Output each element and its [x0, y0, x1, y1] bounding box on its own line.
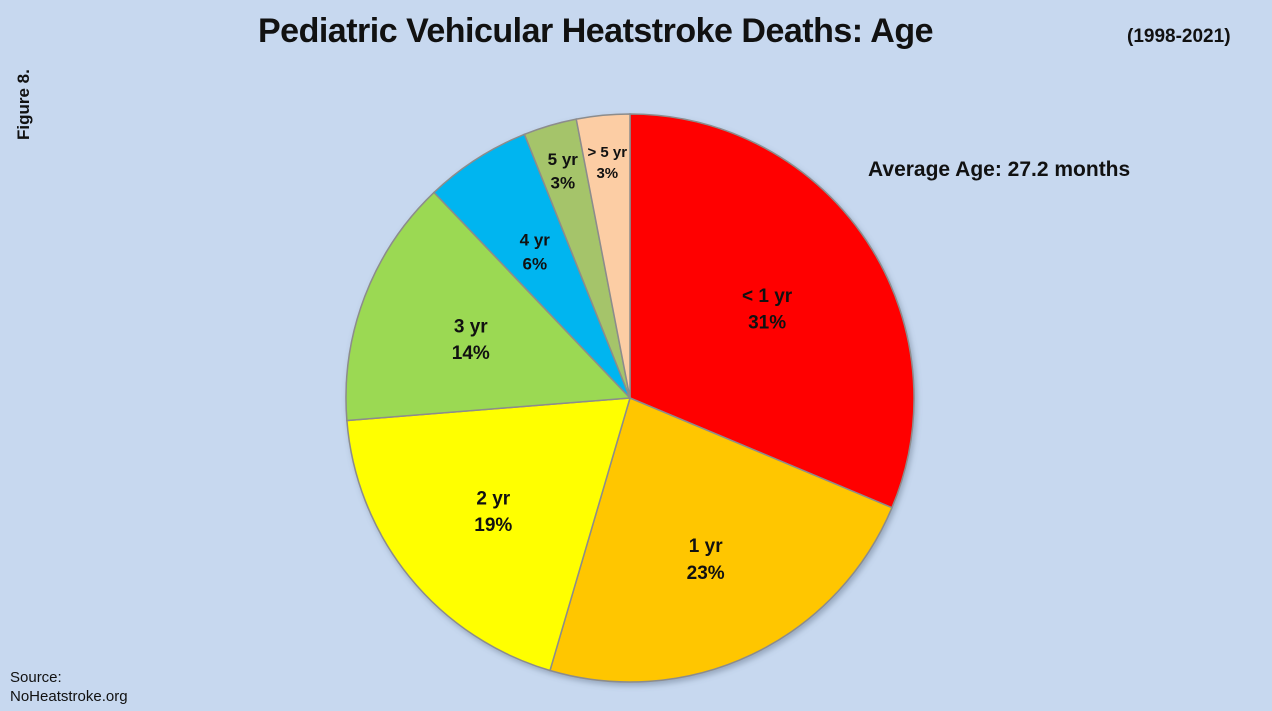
pie-slices [345, 113, 915, 683]
slice-category-label: 2 yr [476, 488, 510, 509]
slice-percent-label: 3% [596, 165, 618, 182]
slice-category-label: 5 yr [548, 150, 579, 169]
pie-slice-4 [345, 191, 632, 422]
pie-slice-3 [346, 397, 632, 672]
average-age-annotation: Average Age: 27.2 months [868, 158, 1131, 181]
slice-category-label: 4 yr [520, 231, 551, 250]
source-site: NoHeatstroke.org [10, 688, 128, 705]
slice-percent-label: 31% [748, 313, 786, 334]
slice-category-label: < 1 yr [742, 286, 793, 307]
pie-slice-2 [549, 396, 893, 683]
slice-percent-label: 6% [523, 254, 548, 273]
pie-slice-1 [629, 113, 915, 509]
slice-category-label: > 5 yr [587, 144, 627, 161]
chart-title: Pediatric Vehicular Heatstroke Deaths: A… [258, 12, 934, 50]
pie-slice-7 [575, 113, 631, 399]
source-label: Source: [10, 669, 62, 686]
source-note: Source: NoHeatstroke.org [10, 668, 128, 706]
slice-category-label: 3 yr [454, 316, 488, 337]
slice-percent-label: 14% [452, 343, 490, 364]
slice-category-label: 1 yr [689, 536, 723, 557]
slice-percent-label: 23% [687, 563, 725, 584]
chart-subtitle: (1998-2021) [1127, 26, 1231, 47]
slice-percent-label: 3% [551, 174, 576, 193]
pie-labels: < 1 yr 31% 1 yr 23% 2 yr 19% 3 yr 14% 4 yr 6% 5 yr… [452, 144, 793, 584]
slice-percent-label: 19% [474, 515, 512, 536]
